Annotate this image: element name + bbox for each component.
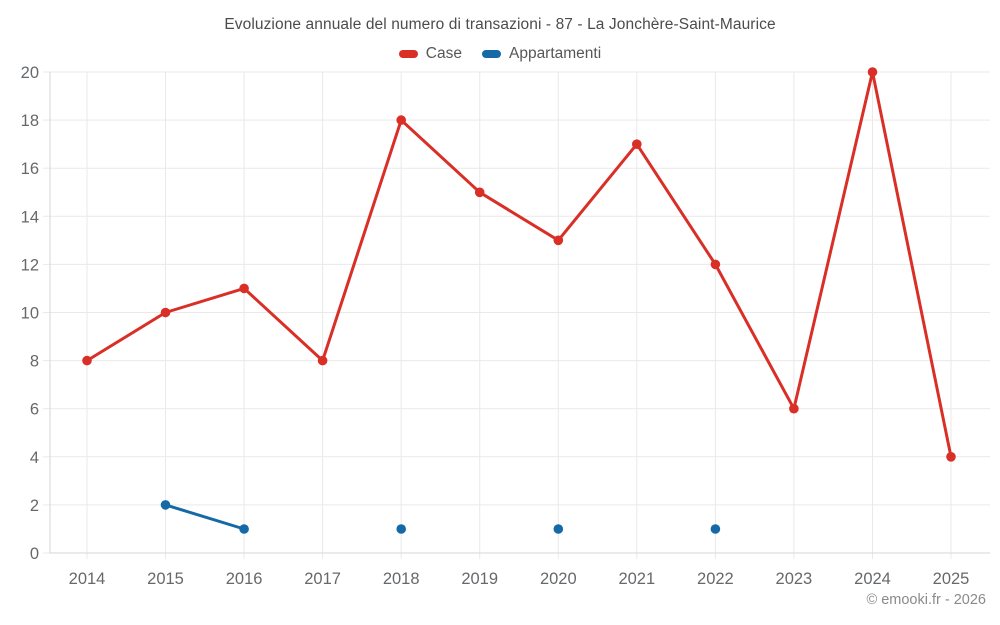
data-point-case-2022[interactable]: [710, 259, 721, 270]
y-axis-label: 20: [21, 64, 39, 82]
data-point-case-2020[interactable]: [553, 235, 564, 246]
x-axis-label: 2021: [618, 570, 655, 588]
data-point-appartamenti-2022[interactable]: [710, 524, 721, 534]
y-axis-label: 14: [21, 208, 39, 226]
x-axis-label: 2023: [776, 570, 813, 588]
legend-swatch-case-icon: [398, 50, 418, 58]
chart-title: Evoluzione annuale del numero di transaz…: [224, 16, 776, 33]
x-axis-label: 2016: [226, 570, 263, 588]
data-point-case-2025[interactable]: [946, 452, 956, 462]
y-axis-label: 4: [30, 449, 39, 467]
y-axis-label: 0: [30, 545, 39, 563]
x-axis-label: 2019: [461, 570, 498, 588]
data-point-appartamenti-2016[interactable]: [239, 524, 249, 534]
legend-item-appartamenti[interactable]: Appartamenti: [481, 45, 602, 63]
data-point-case-2024[interactable]: [867, 67, 878, 77]
data-point-case-2015[interactable]: [160, 307, 171, 318]
data-point-case-2017[interactable]: [317, 355, 328, 366]
copyright-watermark: © emooki.fr - 2026: [866, 592, 986, 608]
data-point-case-2014[interactable]: [82, 355, 92, 366]
y-axis-label: 6: [30, 401, 39, 419]
y-axis-label: 10: [21, 305, 39, 323]
legend-label-appartamenti: Appartamenti: [508, 45, 602, 62]
series-line-appartamenti: [166, 505, 716, 529]
x-axis-label: 2017: [304, 570, 341, 588]
x-axis-label: 2022: [697, 570, 734, 588]
x-axis-label: 2014: [69, 570, 106, 588]
data-point-appartamenti-2018[interactable]: [396, 524, 407, 534]
series-line-case: [85, 70, 953, 459]
y-axis-label: 8: [30, 353, 39, 371]
data-point-case-2019[interactable]: [474, 187, 485, 198]
y-axis-label: 12: [21, 256, 39, 274]
legend: Case Appartamenti: [0, 45, 1000, 63]
x-axis-label: 2020: [540, 570, 577, 588]
x-axis-label: 2024: [854, 570, 891, 588]
data-point-appartamenti-2020[interactable]: [553, 524, 564, 534]
data-point-case-2021[interactable]: [632, 139, 642, 149]
data-point-appartamenti-2015[interactable]: [160, 500, 171, 510]
y-axis-label: 16: [21, 160, 39, 178]
x-axis-label: 2025: [933, 570, 970, 588]
data-point-case-2023[interactable]: [789, 403, 799, 414]
x-axis-label: 2015: [147, 570, 184, 588]
data-point-case-2018[interactable]: [396, 115, 407, 125]
legend-item-case[interactable]: Case: [398, 45, 462, 63]
legend-swatch-appartamenti-icon: [481, 50, 501, 58]
data-point-case-2016[interactable]: [239, 283, 249, 294]
y-axis-label: 18: [21, 112, 39, 130]
legend-label-case: Case: [425, 45, 462, 62]
x-axis-label: 2018: [383, 570, 420, 588]
y-axis-label: 2: [30, 497, 39, 515]
